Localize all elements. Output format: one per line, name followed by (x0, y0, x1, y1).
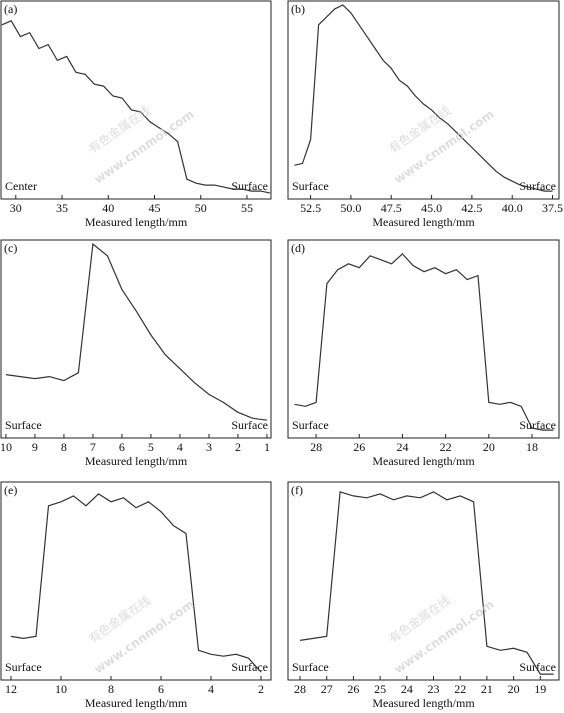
x-tick-label: 27 (321, 682, 333, 696)
x-tick-label: 22 (440, 440, 452, 454)
x-tick-label: 35 (56, 201, 68, 215)
x-tick-label: 50.0 (340, 201, 361, 215)
x-tick-label: 8 (108, 682, 114, 696)
x-tick-label: 47.5 (381, 201, 402, 215)
panel-frame (0, 0, 272, 200)
x-tick-label: 10 (55, 682, 67, 696)
annotation: Surface (5, 418, 42, 432)
x-tick-label: 26 (347, 682, 359, 696)
x-tick-label: 45 (148, 201, 160, 215)
x-tick-label: 20 (508, 682, 520, 696)
x-tick-label: 12 (5, 682, 17, 696)
x-axis-label: Measured length/mm (372, 215, 475, 229)
profile-line (294, 253, 554, 431)
x-tick-label: 55 (241, 201, 253, 215)
x-tick-label: 25 (374, 682, 386, 696)
annotation: Surface (5, 660, 42, 674)
annotation: Surface (231, 418, 268, 432)
x-tick-label: 5 (148, 440, 154, 454)
x-tick-label: 1 (264, 440, 270, 454)
profile-line (5, 242, 267, 421)
annotation: Surface (231, 660, 268, 674)
x-tick-label: 8 (61, 440, 67, 454)
x-tick-label: 4 (177, 440, 183, 454)
x-tick-label: 9 (32, 440, 38, 454)
panel-label: (c) (4, 241, 17, 255)
x-tick-label: 20 (483, 440, 495, 454)
x-tick-label: 6 (158, 682, 164, 696)
x-tick-label: 28 (294, 682, 306, 696)
annotation: Surface (292, 179, 329, 193)
x-axis-label: Measured length/mm (85, 696, 188, 710)
x-tick-label: 3 (206, 440, 212, 454)
panel-label: (e) (4, 483, 17, 497)
profile-line (10, 493, 262, 673)
x-tick-label: 24 (396, 440, 408, 454)
x-tick-label: 50 (195, 201, 207, 215)
x-tick-label: 7 (90, 440, 96, 454)
annotation: Center (5, 179, 37, 193)
panel-label: (b) (291, 2, 305, 16)
x-tick-label: 37.5 (542, 201, 563, 215)
x-axis-label: Measured length/mm (85, 454, 188, 468)
profile-line (294, 4, 553, 192)
x-tick-label: 10 (0, 440, 12, 454)
panel-label: (f) (291, 483, 303, 497)
x-tick-label: 45.0 (421, 201, 442, 215)
panel-label: (a) (4, 2, 17, 16)
profile-line (299, 491, 554, 675)
profile-line (1, 20, 271, 194)
x-tick-label: 42.5 (461, 201, 482, 215)
x-tick-label: 19 (534, 682, 546, 696)
x-tick-label: 30 (10, 201, 22, 215)
panel-frame (287, 239, 560, 439)
x-tick-label: 40.0 (502, 201, 523, 215)
x-tick-label: 23 (428, 682, 440, 696)
x-tick-label: 40 (102, 201, 114, 215)
panel-frame (287, 0, 560, 200)
panel-frame (287, 481, 560, 681)
x-axis-label: Measured length/mm (85, 215, 188, 229)
x-tick-label: 24 (401, 682, 413, 696)
x-tick-label: 2 (258, 682, 264, 696)
annotation: Surface (292, 418, 329, 432)
x-tick-label: 26 (353, 440, 365, 454)
x-axis-label: Measured length/mm (372, 696, 475, 710)
x-tick-label: 22 (454, 682, 466, 696)
x-tick-label: 6 (119, 440, 125, 454)
panel-frame (0, 239, 272, 439)
x-tick-label: 4 (208, 682, 214, 696)
annotation: Surface (519, 660, 556, 674)
panel-label: (d) (291, 241, 305, 255)
annotation: Surface (519, 179, 556, 193)
x-tick-label: 21 (481, 682, 493, 696)
x-tick-label: 52.5 (300, 201, 321, 215)
annotation: Surface (292, 660, 329, 674)
panel-frame (0, 481, 272, 681)
x-axis-label: Measured length/mm (372, 454, 475, 468)
x-tick-label: 2 (235, 440, 241, 454)
x-tick-label: 28 (310, 440, 322, 454)
x-tick-label: 18 (526, 440, 538, 454)
